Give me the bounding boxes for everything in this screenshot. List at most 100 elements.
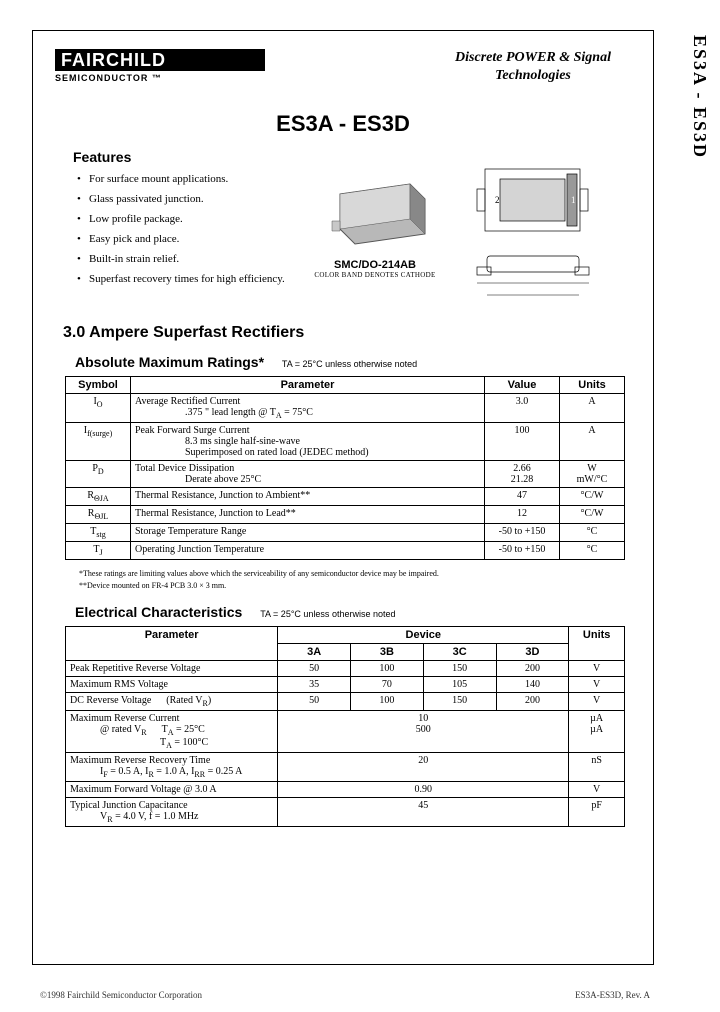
col-parameter: Parameter [131,377,485,394]
cell-param: Peak Repetitive Reverse Voltage [66,661,278,677]
cell-value: 140 [496,677,569,693]
feature-item: Easy pick and place. [77,233,285,245]
svg-text:1: 1 [571,195,576,205]
cell-value: -50 to +150 [485,542,560,560]
cell-value: 200 [496,661,569,677]
table-row: PDTotal Device DissipationDerate above 2… [66,461,625,488]
table-row: Peak Repetitive Reverse Voltage501001502… [66,661,625,677]
cell-value: 20 [278,753,569,782]
cell-param: Maximum Forward Voltage @ 3.0 A [66,782,278,798]
cell-value: 12 [485,506,560,524]
cell-symbol: IO [66,394,131,423]
cell-param: Maximum Reverse Recovery TimeIF = 0.5 A,… [66,753,278,782]
feature-item: Low profile package. [77,213,285,225]
abs-max-heading: Absolute Maximum Ratings* TA = 25°C unle… [55,354,631,370]
cell-param: Typical Junction CapacitanceVR = 4.0 V, … [66,798,278,827]
table-row: Maximum Reverse Current@ rated VR TA = 2… [66,711,625,753]
feature-item: For surface mount applications. [77,173,285,185]
cell-value: 200 [496,693,569,711]
cell-units: V [569,782,625,798]
cell-value: 47 [485,488,560,506]
cell-param: Maximum RMS Voltage [66,677,278,693]
feature-item: Built-in strain relief. [77,253,285,265]
col-device-variant: 3B [351,644,424,661]
cell-units: °C [560,542,625,560]
dimension-drawing-icon: 2 1 [465,161,620,306]
cell-param: Thermal Resistance, Junction to Ambient*… [131,488,485,506]
package-column: SMC/DO-214AB COLOR BAND DENOTES CATHODE [285,149,465,310]
elec-title: Electrical Characteristics [75,604,242,620]
col-device: Device [278,627,569,644]
elec-heading: Electrical Characteristics TA = 25°C unl… [55,604,631,620]
page-frame: FAIRCHILD SEMICONDUCTOR ™ Discrete POWER… [32,30,654,965]
cell-units: V [569,661,625,677]
features-heading: Features [73,149,285,165]
footnote-1: *These ratings are limiting values above… [79,568,631,580]
col-device-variant: 3D [496,644,569,661]
package-note: COLOR BAND DENOTES CATHODE [285,271,465,279]
footnote-2: **Device mounted on FR-4 PCB 3.0 × 3 mm. [79,580,631,592]
cell-value: 100 [351,693,424,711]
cell-value: 50 [278,661,351,677]
package-name: SMC/DO-214AB [285,259,465,271]
table-row: IOAverage Rectified Current.375 " lead l… [66,394,625,423]
col-value: Value [485,377,560,394]
cell-units: °C/W [560,506,625,524]
cell-symbol: RΘJL [66,506,131,524]
cell-units: °C [560,524,625,542]
cell-param: Thermal Resistance, Junction to Lead** [131,506,485,524]
cell-param: Maximum Reverse Current@ rated VR TA = 2… [66,711,278,753]
abs-max-condition: TA = 25°C unless otherwise noted [282,359,417,369]
cell-units: pF [569,798,625,827]
cell-param: DC Reverse Voltage (Rated VR) [66,693,278,711]
cell-units: V [569,693,625,711]
cell-symbol: Tstg [66,524,131,542]
tagline-l2: Technologies [455,67,611,85]
cell-symbol: RΘJA [66,488,131,506]
abs-footnotes: *These ratings are limiting values above… [79,568,631,592]
table-row: Maximum Forward Voltage @ 3.0 A0.90V [66,782,625,798]
cell-param: Storage Temperature Range [131,524,485,542]
table-row: Maximum RMS Voltage3570105140V [66,677,625,693]
cell-param: Average Rectified Current.375 " lead len… [131,394,485,423]
col-symbol: Symbol [66,377,131,394]
side-product-label: ES3A - ES3D [689,35,710,159]
cell-param: Total Device DissipationDerate above 25°… [131,461,485,488]
cell-symbol: PD [66,461,131,488]
logo-block: FAIRCHILD SEMICONDUCTOR ™ [55,49,265,83]
cell-units: °C/W [560,488,625,506]
table-row: If(surge)Peak Forward Surge Current8.3 m… [66,423,625,461]
abs-max-title: Absolute Maximum Ratings* [75,354,264,370]
footer-rev: ES3A-ES3D, Rev. A [575,990,650,1000]
cell-symbol: If(surge) [66,423,131,461]
table-row: TJOperating Junction Temperature-50 to +… [66,542,625,560]
mid-row: Features For surface mount applications.… [55,149,631,310]
features-column: Features For surface mount applications.… [55,149,285,310]
page-footer: ©1998 Fairchild Semiconductor Corporatio… [40,990,650,1000]
dimensions-column: 2 1 [465,149,625,310]
cell-value: 70 [351,677,424,693]
cell-value: 35 [278,677,351,693]
product-title: ES3A - ES3D [55,111,631,137]
table-row: TstgStorage Temperature Range-50 to +150… [66,524,625,542]
cell-value: 150 [423,693,496,711]
header-tagline: Discrete POWER & Signal Technologies [455,49,631,85]
abs-max-table: Symbol Parameter Value Units IOAverage R… [65,376,625,560]
package-icon [320,179,430,249]
cell-symbol: TJ [66,542,131,560]
brand-logo: FAIRCHILD [55,49,265,71]
cell-value: 105 [423,677,496,693]
col-parameter: Parameter [66,627,278,661]
svg-text:2: 2 [495,195,500,205]
cell-units: nS [569,753,625,782]
header: FAIRCHILD SEMICONDUCTOR ™ Discrete POWER… [55,49,631,85]
col-units: Units [560,377,625,394]
cell-param: Peak Forward Surge Current8.3 ms single … [131,423,485,461]
cell-units: A [560,394,625,423]
tagline-l1: Discrete POWER & Signal [455,49,611,67]
col-device-variant: 3C [423,644,496,661]
cell-value: 100 [485,423,560,461]
feature-item: Glass passivated junction. [77,193,285,205]
cell-value: 10500 [278,711,569,753]
table-row: Typical Junction CapacitanceVR = 4.0 V, … [66,798,625,827]
